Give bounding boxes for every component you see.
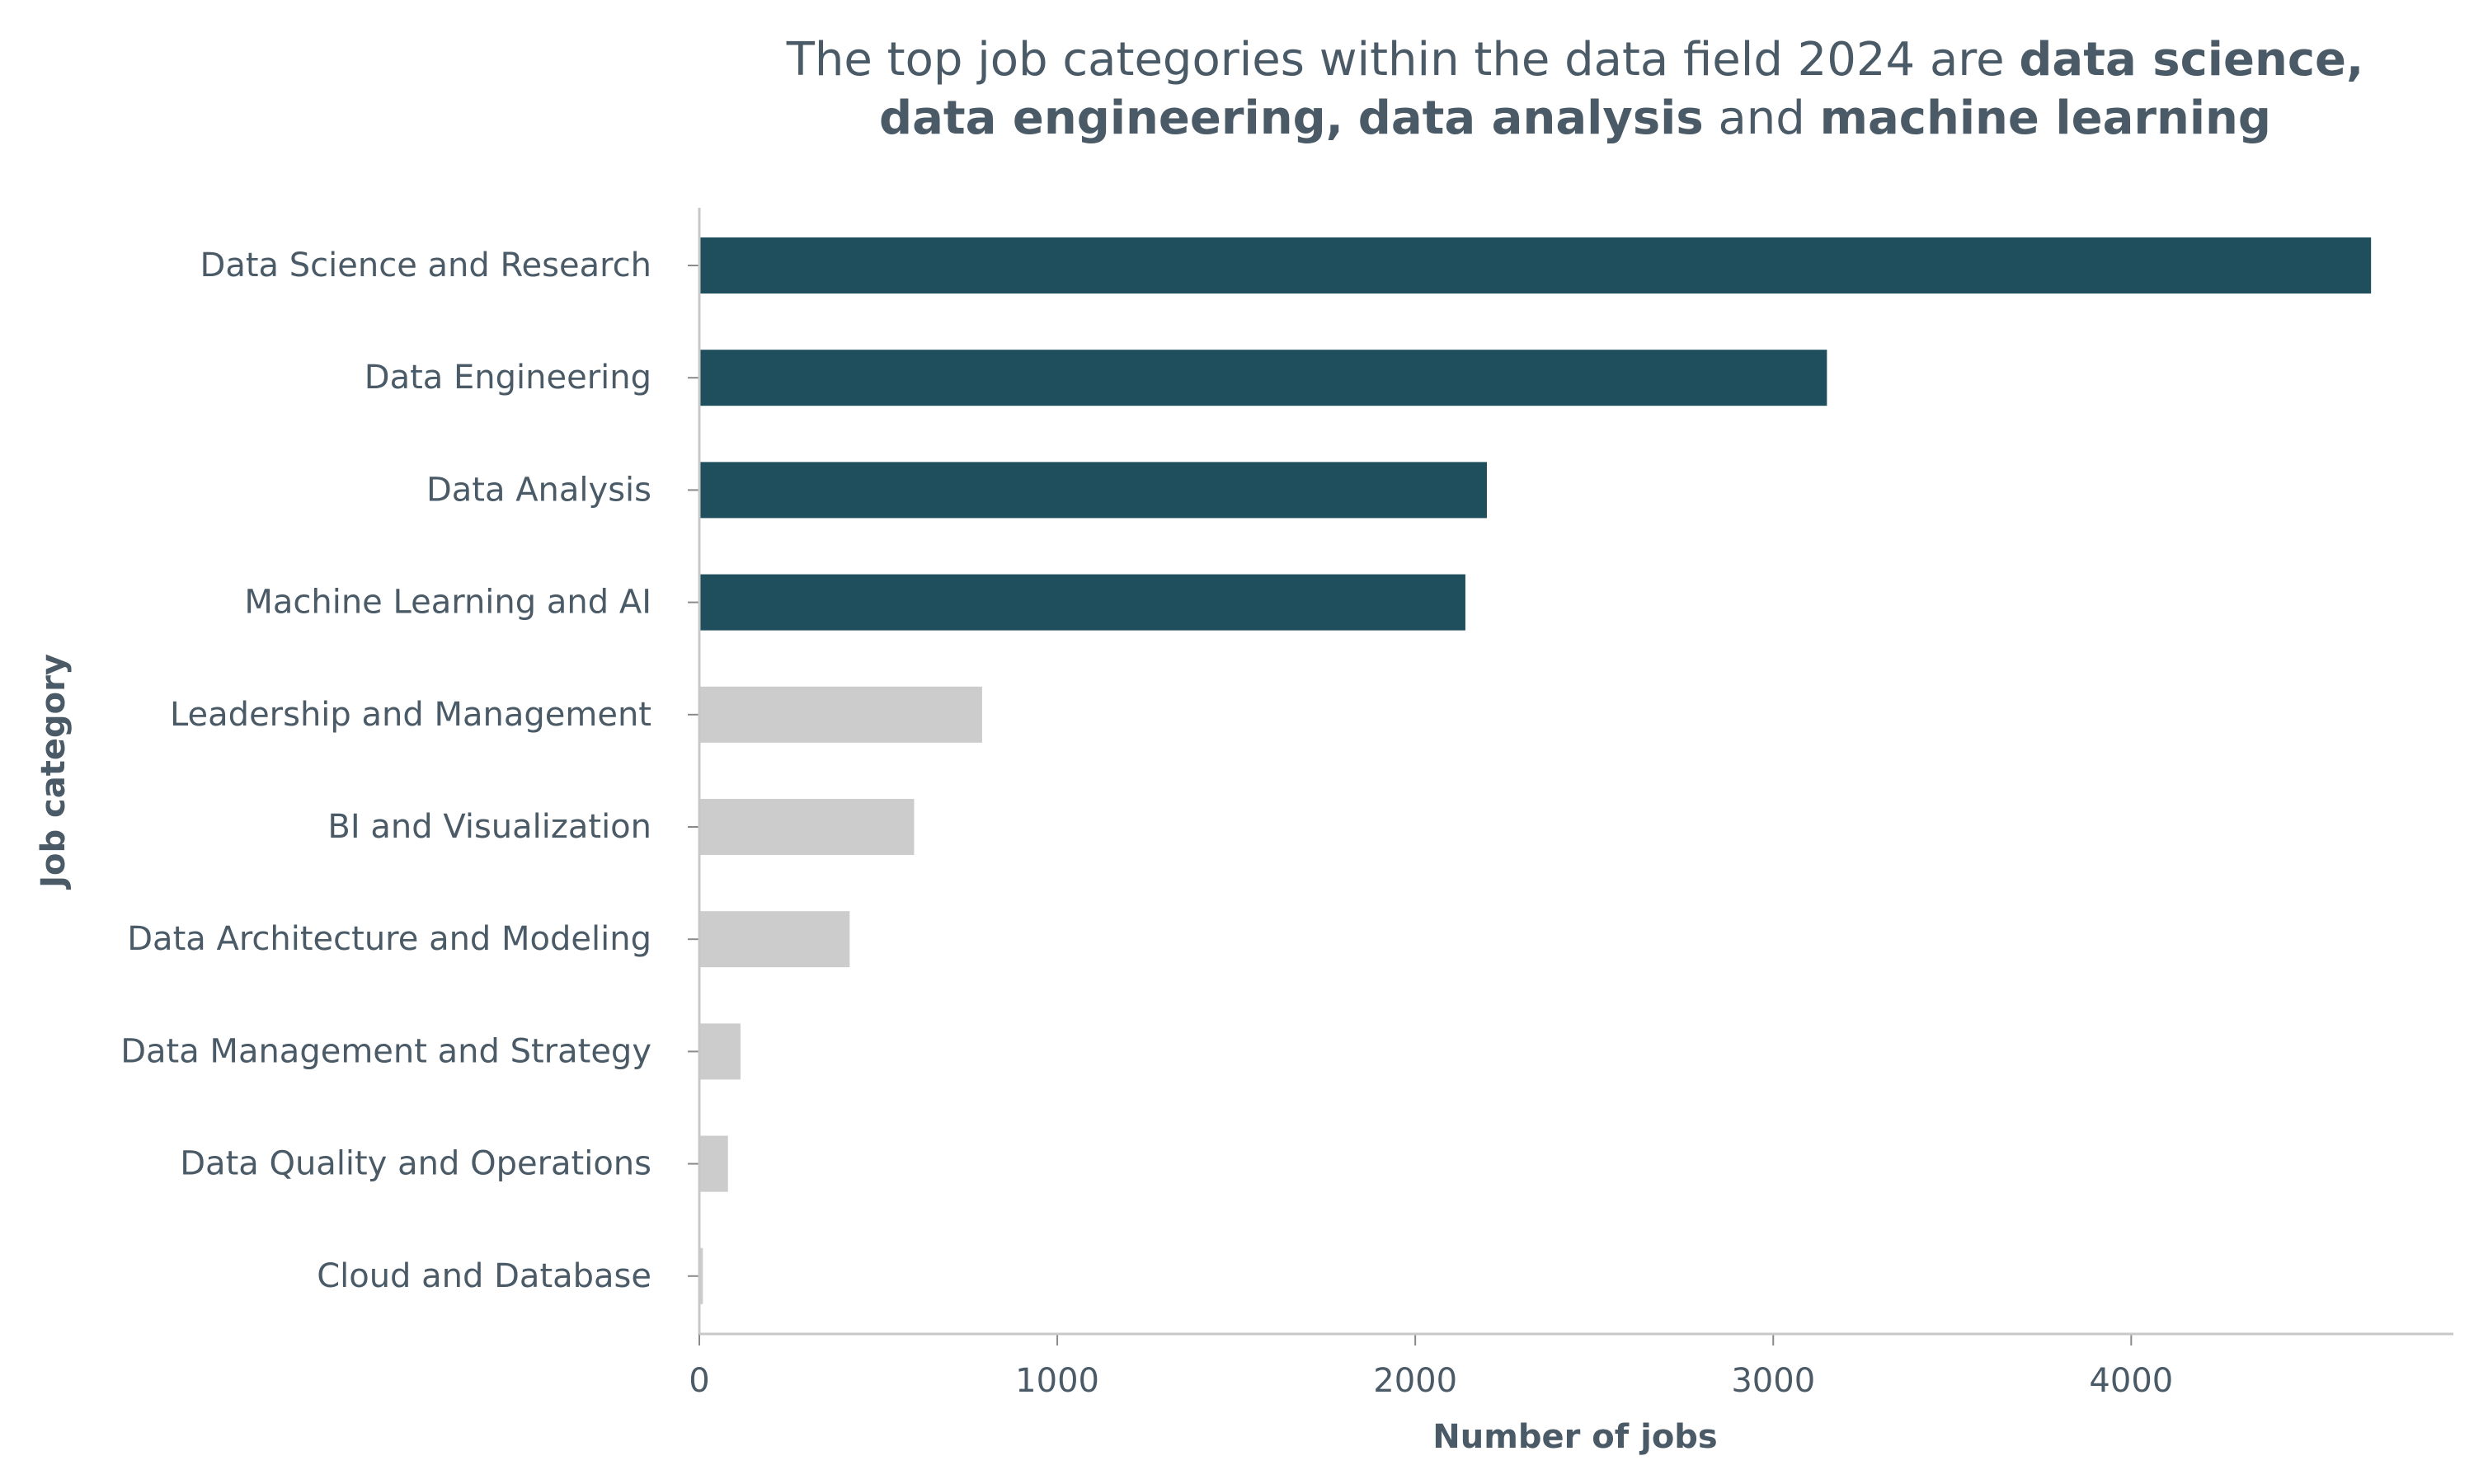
bar-8 <box>699 1135 728 1192</box>
bar-1 <box>699 350 1827 406</box>
x-tick-label-2: 2000 <box>1373 1362 1457 1400</box>
bar-7 <box>699 1023 741 1080</box>
line1-part-1: data science, <box>2019 33 2363 87</box>
bar-5 <box>699 799 915 855</box>
bar-4 <box>699 686 982 743</box>
bars-group <box>699 237 2372 1304</box>
bar-2 <box>699 462 1487 519</box>
y-tick-label-6: Data Architecture and Modeling <box>127 920 651 958</box>
y-tick-label-0: Data Science and Research <box>200 247 651 284</box>
bar-6 <box>699 911 850 968</box>
chart-title-line-1: The top job categories within the data f… <box>786 33 2364 87</box>
line2-part-3: and <box>1704 92 1820 145</box>
line2-part-2: data analysis <box>1358 92 1704 145</box>
x-tick-label-1: 1000 <box>1015 1362 1099 1400</box>
x-tick-label-0: 0 <box>689 1362 709 1400</box>
x-tick-label-3: 3000 <box>1731 1362 1815 1400</box>
y-axis-label: Job category <box>35 654 73 890</box>
bar-9 <box>699 1247 703 1304</box>
x-tick-label-4: 4000 <box>2089 1362 2173 1400</box>
y-axis-ticks: Data Science and Research Data Engineerin… <box>120 247 699 1295</box>
y-tick-label-7: Data Management and Strategy <box>120 1032 651 1070</box>
x-axis-ticks: 0 1000 2000 3000 4000 <box>689 1334 2173 1400</box>
y-tick-label-4: Leadership and Management <box>170 696 651 734</box>
line2-part-1 <box>1343 92 1358 145</box>
y-tick-label-5: BI and Visualization <box>327 808 651 846</box>
bar-3 <box>699 574 1465 631</box>
y-tick-label-2: Data Analysis <box>426 471 651 509</box>
y-tick-label-9: Cloud and Database <box>317 1257 651 1295</box>
y-tick-label-8: Data Quality and Operations <box>180 1145 651 1183</box>
line2-part-4: machine learning <box>1820 92 2271 145</box>
x-axis-label: Number of jobs <box>1432 1418 1718 1456</box>
line1-part-0: The top job categories within the data f… <box>786 33 2020 87</box>
y-tick-label-1: Data Engineering <box>365 359 651 397</box>
chart-title-line-2: data engineering, data analysis and mach… <box>879 92 2271 145</box>
line2-part-0: data engineering, <box>879 92 1343 145</box>
bar-0 <box>699 237 2372 294</box>
y-tick-label-3: Machine Learning and AI <box>244 584 651 622</box>
